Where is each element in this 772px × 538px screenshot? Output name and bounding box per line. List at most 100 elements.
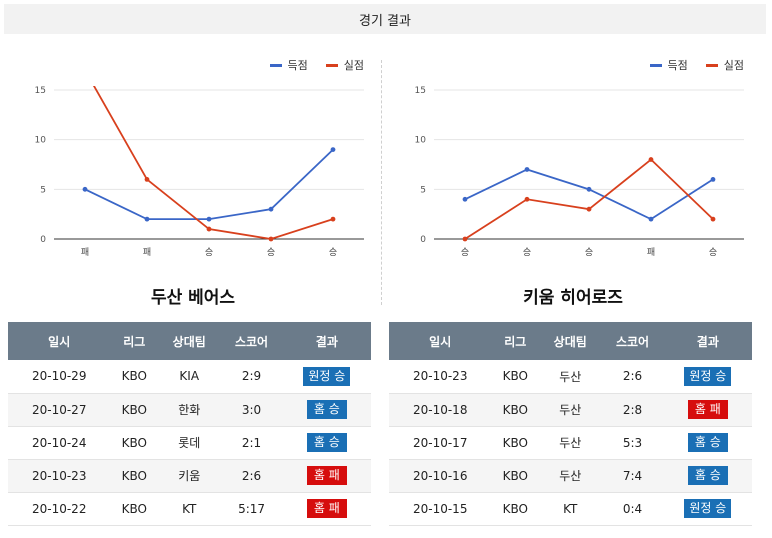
x-tick-label: 승 — [709, 247, 717, 258]
data-point-scored — [586, 186, 592, 192]
page-title: 경기 결과 — [4, 4, 766, 34]
cell-result: 원정 승 — [663, 492, 752, 526]
cell-league: KBO — [110, 492, 159, 526]
cell-league: KBO — [491, 393, 540, 427]
result-badge: 홈 승 — [687, 433, 728, 452]
legend-swatch-conceded — [325, 63, 338, 67]
legend-item-conceded: 실점 — [705, 57, 744, 73]
cell-opponent: 한화 — [158, 393, 221, 427]
legend-item-conceded: 실점 — [325, 57, 364, 73]
cell-result: 홈 패 — [663, 393, 752, 427]
cell-opponent: 키움 — [158, 459, 221, 493]
x-tick-label: 승 — [205, 247, 213, 258]
x-tick-label: 승 — [461, 247, 469, 258]
cell-result: 홈 승 — [282, 426, 371, 460]
cell-league: KBO — [491, 360, 540, 394]
cell-opponent: 두산 — [539, 459, 602, 493]
table-row: 20-10-18 KBO 두산 2:8 홈 패 — [389, 393, 752, 427]
cell-score: 2:8 — [601, 393, 664, 427]
cell-opponent: KIA — [158, 360, 221, 394]
cell-date: 20-10-15 — [389, 492, 492, 526]
cell-result: 홈 승 — [282, 393, 371, 427]
cell-date: 20-10-16 — [389, 459, 492, 493]
col-score: 스코어 — [601, 322, 664, 360]
y-tick-label: 0 — [420, 235, 426, 245]
legend-label-conceded: 실점 — [723, 59, 744, 72]
y-tick-label: 10 — [415, 136, 427, 146]
cell-result: 원정 승 — [282, 360, 371, 394]
legend-swatch-conceded — [705, 63, 718, 67]
cell-opponent: KT — [539, 492, 602, 526]
series-line-conceded — [92, 86, 334, 240]
col-date: 일시 — [8, 322, 111, 360]
table-row: 20-10-27 KBO 한화 3:0 홈 승 — [8, 393, 371, 427]
line-chart-doosan: 0 5 10 15 패 패 승 승 승 — [35, 86, 364, 258]
cell-opponent: 두산 — [539, 393, 602, 427]
legend-label-conceded: 실점 — [343, 59, 364, 72]
result-badge: 원정 승 — [684, 499, 732, 518]
cell-opponent: 두산 — [539, 360, 602, 394]
result-badge: 홈 승 — [687, 466, 728, 485]
legend-item-scored: 득점 — [269, 57, 308, 73]
col-opponent: 상대팀 — [539, 322, 602, 360]
cell-result: 홈 승 — [663, 459, 752, 493]
cell-opponent: 롯데 — [158, 426, 221, 460]
cell-date: 20-10-22 — [8, 492, 111, 526]
cell-opponent: 두산 — [539, 426, 602, 460]
cell-league: KBO — [491, 459, 540, 493]
cell-league: KBO — [110, 426, 159, 460]
legend-label-scored: 득점 — [287, 59, 308, 72]
cell-date: 20-10-24 — [8, 426, 111, 460]
table-row: 20-10-15 KBO KT 0:4 원정 승 — [389, 492, 752, 526]
data-point-scored — [268, 206, 274, 212]
team-name-kiwoom: 키움 히어로즈 — [523, 288, 623, 308]
cell-date: 20-10-18 — [389, 393, 492, 427]
y-tick-label: 5 — [420, 185, 426, 195]
divider — [381, 60, 382, 305]
table-row: 20-10-23 KBO 두산 2:6 원정 승 — [389, 360, 752, 394]
result-badge: 홈 패 — [306, 499, 347, 518]
x-tick-label: 승 — [585, 247, 593, 258]
cell-score: 2:1 — [220, 426, 283, 460]
cell-league: KBO — [110, 360, 159, 394]
data-point-scored — [710, 177, 716, 182]
result-badge: 홈 승 — [306, 433, 347, 452]
y-tick-label: 0 — [40, 235, 46, 245]
cell-league: KBO — [491, 492, 540, 526]
x-tick-label: 패 — [143, 247, 151, 258]
col-league: 리그 — [110, 322, 159, 360]
chart-legend: 득점 실점 — [649, 57, 744, 73]
table-row: 20-10-23 KBO 키움 2:6 홈 패 — [8, 459, 371, 493]
data-point-scored — [206, 216, 212, 222]
data-point-scored — [82, 186, 88, 192]
result-badge: 홈 패 — [687, 400, 728, 419]
col-league: 리그 — [491, 322, 540, 360]
cell-result: 홈 패 — [282, 459, 371, 493]
y-tick-label: 10 — [35, 136, 47, 146]
table-row: 20-10-22 KBO KT 5:17 홈 패 — [8, 492, 371, 526]
y-tick-label: 15 — [415, 86, 426, 96]
x-tick-label: 승 — [523, 247, 531, 258]
result-badge: 원정 승 — [303, 366, 351, 386]
result-badge: 홈 승 — [306, 400, 347, 419]
col-result: 결과 — [282, 322, 371, 360]
chart-panel-kiwoom: 득점 실점 0 5 10 15 승 승 승 패 승 — [388, 50, 758, 265]
cell-score: 5:3 — [601, 426, 664, 460]
col-result: 결과 — [663, 322, 752, 360]
cell-score: 2:9 — [220, 360, 283, 394]
col-opponent: 상대팀 — [158, 322, 221, 360]
data-point-scored — [524, 167, 530, 172]
cell-league: KBO — [491, 426, 540, 460]
cell-date: 20-10-27 — [8, 393, 111, 427]
cell-opponent: KT — [158, 492, 221, 526]
data-point-conceded — [648, 157, 654, 162]
chart-panel-doosan: 득점 실점 0 5 10 15 패 패 승 승 승 — [8, 50, 378, 265]
cell-score: 5:17 — [220, 492, 283, 526]
line-chart-kiwoom: 0 5 10 15 승 승 승 패 승 — [415, 86, 744, 258]
legend-label-scored: 득점 — [667, 59, 688, 72]
team-name-doosan: 두산 베어스 — [150, 288, 236, 308]
table-header-row: 일시 리그 상대팀 스코어 결과 — [8, 322, 371, 360]
cell-score: 3:0 — [220, 393, 283, 427]
cell-result: 홈 패 — [282, 492, 371, 526]
data-point-conceded — [462, 236, 468, 242]
